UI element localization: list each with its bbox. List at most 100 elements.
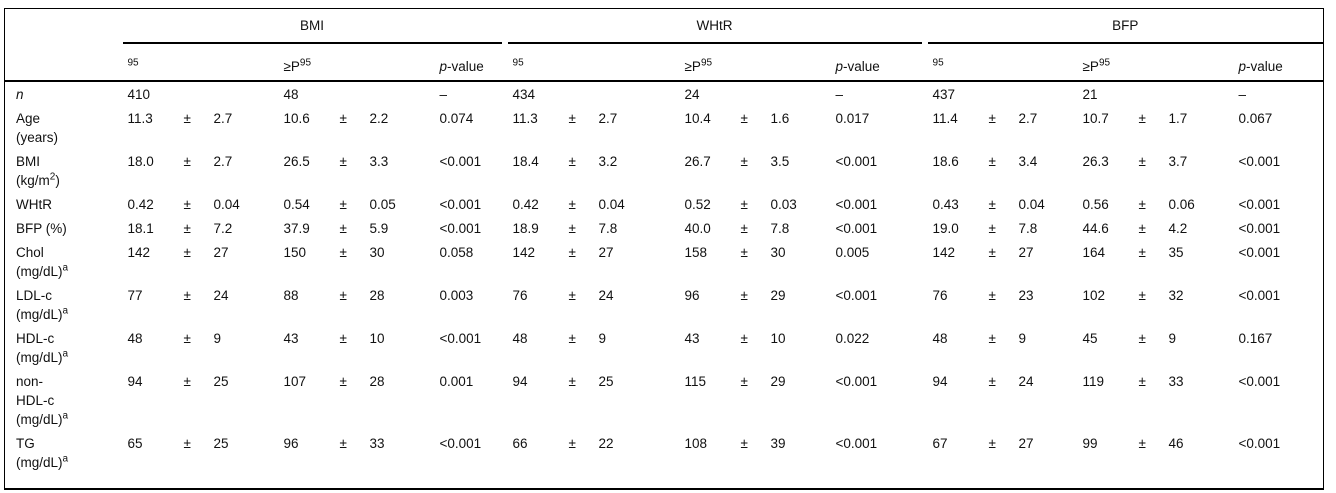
row-label-line: Age — [16, 109, 123, 128]
sd-value: 9 — [213, 331, 222, 346]
p-value-cell: <0.001 — [1238, 154, 1281, 169]
mean-value: 0.52 — [684, 197, 711, 212]
label-segment: n — [16, 87, 24, 102]
value-cell-above-p95: 26.5 ±3.3 — [279, 149, 434, 192]
sd-value: 3.3 — [369, 154, 389, 169]
label-segment: a — [62, 410, 69, 422]
mean-value: 88 — [283, 288, 299, 303]
mean-value: 21 — [1082, 87, 1098, 102]
plus-minus-sign: ± — [183, 154, 191, 169]
value-cell-below-p95: 0.43 ±0.04 — [928, 192, 1078, 216]
value-cell-below-p95: 18.0 ±2.7 — [123, 149, 279, 192]
plus-minus-sign: ± — [339, 245, 347, 260]
value-cell-below-p95: 11.3 ±2.7 — [123, 106, 279, 149]
value-cell-above-p95: 21 — [1078, 81, 1233, 106]
value-cell-above-p95: 150 ±30 — [279, 240, 434, 283]
plus-minus-sign: ± — [988, 111, 996, 126]
p-value-cell: <0.001 — [1238, 197, 1281, 212]
row-label-line: LDL-c — [16, 286, 123, 305]
value-cell-above-p95: 164 ±35 — [1078, 240, 1233, 283]
sd-value: 9 — [1168, 331, 1177, 346]
plus-minus-sign: ± — [183, 288, 191, 303]
sd-value: 3.4 — [1018, 154, 1038, 169]
value-cell-above-p95: 0.54 ±0.05 — [279, 192, 434, 216]
value-cell-above-p95: 96 ±33 — [279, 431, 434, 489]
sd-value: 27 — [1018, 245, 1034, 260]
table-body: n 410 48 – 434 24 – 437 21 – Age (years) 11.3 ±2.7 10.… — [5, 81, 1324, 489]
value-cell-above-p95: 37.9 ±5.9 — [279, 216, 434, 240]
mean-value: 94 — [127, 374, 143, 389]
table-row: Chol (mg/dL)a 142 ±27 150 ±30 0.058 142 ±27 158 ±3… — [5, 240, 1324, 283]
plus-minus-sign: ± — [339, 331, 347, 346]
value-cell-above-p95: 43 ±10 — [680, 326, 830, 369]
sd-value: 3.5 — [770, 154, 790, 169]
value-cell-below-p95: 18.6 ±3.4 — [928, 149, 1078, 192]
value-cell-below-p95: 437 — [928, 81, 1078, 106]
table-row: BMI (kg/m2) 18.0 ±2.7 26.5 ±3.3 <0.001 18.4 ±3.2… — [5, 149, 1324, 192]
plus-minus-sign: ± — [740, 154, 748, 169]
value-cell-below-p95: 65 ±25 — [123, 431, 279, 489]
corner-cell — [4, 43, 123, 82]
label-segment: a — [62, 305, 69, 317]
sd-value: 7.8 — [1018, 221, 1038, 236]
plus-minus-sign: ± — [1138, 245, 1146, 260]
value-cell-above-p95: 102 ±32 — [1078, 283, 1233, 326]
table-row: non- HDL-c (mg/dL)a 94 ±25 107 ±28 0.001 94 ±25 11… — [5, 369, 1324, 431]
label-segment: HDL-c — [16, 393, 55, 408]
value-cell-below-p95: 11.4 ±2.7 — [928, 106, 1078, 149]
value-cell-below-p95: 19.0 ±7.8 — [928, 216, 1078, 240]
percentile-sup: 95 — [700, 57, 713, 69]
plus-minus-sign: ± — [568, 154, 576, 169]
value-cell-above-p95: 45 ±9 — [1078, 326, 1233, 369]
mean-value: 10.7 — [1082, 111, 1109, 126]
sd-value: 10 — [369, 331, 385, 346]
plus-minus-sign: ± — [740, 331, 748, 346]
subheader-pvalue-whtr: p-value — [829, 43, 922, 82]
plus-minus-sign: ± — [1138, 221, 1146, 236]
p-value-cell: 0.001 — [439, 374, 474, 389]
sd-value: 2.7 — [1018, 111, 1038, 126]
group-spacer — [501, 43, 508, 82]
p-value-cell: <0.001 — [835, 221, 878, 236]
mean-value: 115 — [684, 374, 707, 389]
plus-minus-sign: ± — [339, 197, 347, 212]
row-label: Chol (mg/dL)a — [5, 240, 123, 283]
p-value-cell: 0.067 — [1238, 111, 1273, 126]
mean-value: 48 — [932, 331, 948, 346]
sd-value: 33 — [1168, 374, 1184, 389]
plus-minus-sign: ± — [1138, 331, 1146, 346]
mean-value: 76 — [932, 288, 948, 303]
table-row: HDL-c (mg/dL)a 48 ±9 43 ±10 <0.001 48 ±9 43 ±10 0.0… — [5, 326, 1324, 369]
sd-value: 46 — [1168, 436, 1184, 451]
mean-value: 437 — [932, 87, 956, 102]
sd-value: 27 — [213, 245, 229, 260]
mean-value: 434 — [512, 87, 536, 102]
value-cell-above-p95: 48 — [279, 81, 434, 106]
value-cell-above-p95: 158 ±30 — [680, 240, 830, 283]
row-label-line: non- — [16, 372, 123, 391]
mean-value: 43 — [684, 331, 700, 346]
value-cell-above-p95: 10.4 ±1.6 — [680, 106, 830, 149]
plus-minus-sign: ± — [183, 436, 191, 451]
mean-value: 410 — [127, 87, 151, 102]
label-segment: BFP (%) — [16, 221, 67, 236]
mean-value: 76 — [512, 288, 528, 303]
value-cell-above-p95: 24 — [680, 81, 830, 106]
p-value-cell: <0.001 — [1238, 245, 1281, 260]
summary-statistics-table: BMI WHtR BFP 95 ≥P95 p-value 95 ≥P95 p-v… — [4, 8, 1324, 490]
plus-minus-sign: ± — [740, 288, 748, 303]
value-cell-above-p95: 10.6 ±2.2 — [279, 106, 434, 149]
plus-minus-sign: ± — [568, 111, 576, 126]
label-segment: Chol — [16, 245, 44, 260]
plus-minus-sign: ± — [1138, 436, 1146, 451]
p-italic: p — [439, 59, 448, 74]
sd-value: 27 — [1018, 436, 1034, 451]
mean-value: 158 — [684, 245, 708, 260]
value-cell-above-p95: 107 ±28 — [279, 369, 434, 431]
sd-value: 30 — [369, 245, 385, 260]
mean-value: 108 — [684, 436, 708, 451]
mean-value: 18.6 — [932, 154, 959, 169]
plus-minus-sign: ± — [988, 221, 996, 236]
sd-value: 0.04 — [598, 197, 625, 212]
sd-value: 9 — [598, 331, 607, 346]
